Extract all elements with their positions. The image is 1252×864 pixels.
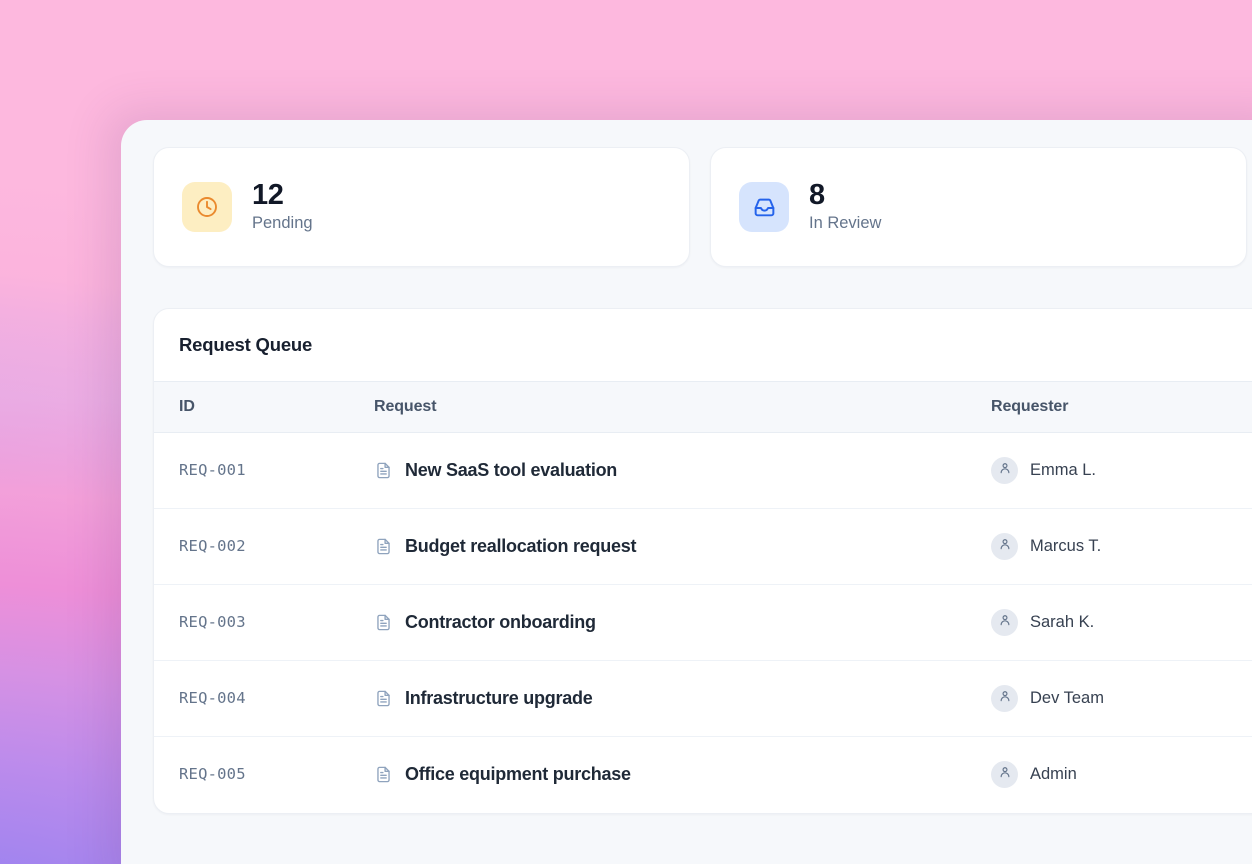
requester-wrap: Emma L.	[991, 457, 1252, 484]
cell-id: REQ-003	[154, 584, 374, 661]
document-icon	[374, 537, 393, 556]
table-row[interactable]: REQ-001 New SaaS tool evaluation Emma L.	[154, 432, 1252, 509]
document-icon	[374, 613, 393, 632]
request-title-text: Infrastructure upgrade	[405, 688, 593, 708]
page-title: Request Queue	[179, 334, 313, 355]
stat-value-pending: 12	[252, 179, 284, 212]
cell-requester: Dev Team	[969, 660, 1252, 737]
clock-icon	[182, 182, 232, 232]
avatar	[991, 685, 1018, 712]
request-title-wrap: Budget reallocation request	[374, 536, 969, 557]
request-title-text: Budget reallocation request	[405, 536, 637, 556]
request-queue-table: ID Request Requester REQ-001 New SaaS too…	[154, 381, 1252, 813]
request-queue-card: Request Queue ID Request Requester REQ-0…	[153, 308, 1252, 814]
requester-name-text: Sarah K.	[1030, 613, 1095, 631]
stats-row: 12 Pending 8 In Review	[153, 147, 1247, 267]
table-row[interactable]: REQ-005 Office equipment purchase Admin	[154, 737, 1252, 813]
table-body: REQ-001 New SaaS tool evaluation Emma L. RE…	[154, 432, 1252, 813]
cell-request: Contractor onboarding	[374, 584, 969, 661]
user-icon	[998, 461, 1012, 480]
request-title-wrap: Contractor onboarding	[374, 612, 969, 633]
cell-id: REQ-001	[154, 432, 374, 509]
stat-value-in-review: 8	[809, 179, 825, 212]
cell-request: Budget reallocation request	[374, 508, 969, 585]
stat-text-pending: 12 Pending	[252, 180, 313, 233]
stat-text-in-review: 8 In Review	[809, 180, 881, 233]
stat-label-in-review: In Review	[809, 213, 882, 232]
request-id-text: REQ-005	[179, 765, 246, 784]
requester-wrap: Admin	[991, 761, 1252, 789]
request-title-text: Office equipment purchase	[405, 764, 631, 785]
request-id-text: REQ-003	[179, 613, 246, 631]
column-header-id[interactable]: ID	[154, 381, 374, 433]
avatar	[991, 457, 1018, 484]
requester-wrap: Sarah K.	[991, 609, 1252, 636]
request-title-text: New SaaS tool evaluation	[405, 460, 618, 480]
table-head: ID Request Requester	[154, 381, 1252, 433]
user-icon	[998, 613, 1012, 632]
request-title-wrap: Infrastructure upgrade	[374, 688, 969, 709]
requester-wrap: Dev Team	[991, 685, 1252, 712]
app-panel: 12 Pending 8 In Review Request Queue	[121, 120, 1252, 864]
cell-requester: Admin	[969, 737, 1252, 813]
request-id-text: REQ-004	[179, 689, 246, 707]
avatar	[991, 533, 1018, 560]
request-title-wrap: Office equipment purchase	[374, 764, 969, 785]
request-id-text: REQ-002	[179, 537, 246, 555]
cell-request: Infrastructure upgrade	[374, 660, 969, 737]
requester-name-text: Emma L.	[1030, 461, 1097, 479]
table-row[interactable]: REQ-003 Contractor onboarding Sarah K.	[154, 584, 1252, 661]
cell-requester: Sarah K.	[969, 584, 1252, 661]
avatar	[991, 609, 1018, 636]
table-row[interactable]: REQ-002 Budget reallocation request Marcus…	[154, 508, 1252, 585]
table-row[interactable]: REQ-004 Infrastructure upgrade Dev Team	[154, 660, 1252, 737]
column-header-requester[interactable]: Requester	[969, 381, 1252, 433]
request-id-text: REQ-001	[179, 461, 246, 479]
document-icon	[374, 689, 393, 708]
column-header-request[interactable]: Request	[374, 381, 969, 433]
avatar	[991, 761, 1018, 789]
stat-card-in-review[interactable]: 8 In Review	[710, 147, 1247, 267]
cell-id: REQ-005	[154, 737, 374, 813]
stat-card-pending[interactable]: 12 Pending	[153, 147, 690, 267]
cell-id: REQ-004	[154, 660, 374, 737]
requester-wrap: Marcus T.	[991, 533, 1252, 560]
user-icon	[998, 689, 1012, 708]
request-title-text: Contractor onboarding	[405, 612, 596, 632]
stat-label-pending: Pending	[252, 213, 313, 232]
document-icon	[374, 461, 393, 480]
cell-requester: Marcus T.	[969, 508, 1252, 585]
cell-request: Office equipment purchase	[374, 737, 969, 813]
table-card-header: Request Queue	[154, 309, 1252, 381]
requester-name-text: Dev Team	[1030, 689, 1104, 707]
cell-requester: Emma L.	[969, 432, 1252, 509]
document-icon	[374, 765, 393, 784]
cell-request: New SaaS tool evaluation	[374, 432, 969, 509]
user-icon	[998, 765, 1012, 784]
request-title-wrap: New SaaS tool evaluation	[374, 460, 969, 481]
requester-name-text: Marcus T.	[1030, 537, 1102, 555]
cell-id: REQ-002	[154, 508, 374, 585]
inbox-icon	[739, 182, 789, 232]
user-icon	[998, 537, 1012, 556]
requester-name-text: Admin	[1030, 765, 1077, 784]
table-header-row: ID Request Requester	[154, 381, 1252, 433]
